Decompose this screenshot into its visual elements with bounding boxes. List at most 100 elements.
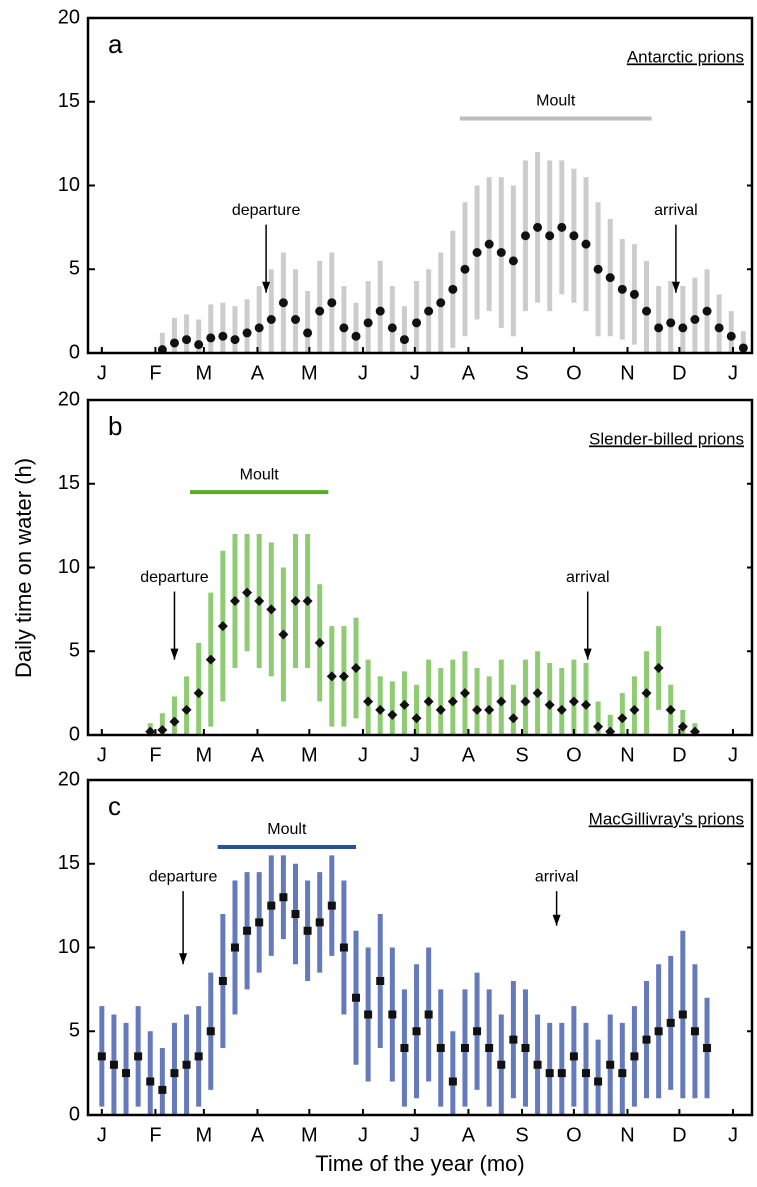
data-point <box>666 318 676 328</box>
x-tick-label: J <box>97 362 107 384</box>
data-point <box>581 239 591 249</box>
y-tick-label: 5 <box>69 640 80 662</box>
data-point <box>146 1077 155 1086</box>
data-point <box>545 1069 554 1078</box>
data-point <box>279 893 288 902</box>
data-point <box>218 977 227 985</box>
data-point <box>545 231 555 241</box>
data-point <box>665 704 676 715</box>
x-tick-label: J <box>97 1124 107 1146</box>
data-point <box>97 1052 106 1061</box>
x-tick-label: N <box>620 362 634 384</box>
data-point <box>158 1085 167 1094</box>
moult-label: Moult <box>536 93 576 110</box>
x-tick-label: J <box>728 1124 738 1146</box>
data-point <box>412 318 422 328</box>
data-point <box>266 315 276 324</box>
data-point <box>242 328 252 338</box>
y-tick-label: 15 <box>58 852 80 874</box>
data-point <box>605 273 615 283</box>
plot-frame <box>86 16 754 355</box>
data-point <box>326 671 337 682</box>
data-point <box>291 315 300 324</box>
data-point <box>314 637 325 648</box>
data-point <box>266 604 277 615</box>
data-point <box>267 901 276 910</box>
x-tick-label: J <box>97 744 107 766</box>
panel-title: MacGillivray's prions <box>589 809 744 828</box>
data-point <box>678 1010 687 1019</box>
data-point <box>388 1010 397 1019</box>
data-point <box>278 629 289 640</box>
data-point <box>594 1077 603 1086</box>
x-tick-label: J <box>410 1124 420 1146</box>
panel-label: c <box>108 791 121 821</box>
data-point <box>582 1069 590 1078</box>
annotation: arrival <box>535 868 579 885</box>
data-point <box>497 1060 506 1069</box>
x-tick-label: M <box>196 744 213 766</box>
data-point <box>230 943 239 952</box>
data-point <box>520 231 530 241</box>
data-point <box>194 340 204 350</box>
y-axis-label: Daily time on water (h) <box>11 458 36 678</box>
panel-title: Antarctic prions <box>627 47 744 66</box>
data-point <box>352 993 361 1002</box>
x-tick-label: J <box>728 744 738 766</box>
data-point <box>726 331 736 341</box>
data-point <box>327 901 336 910</box>
x-tick-label: M <box>301 362 318 384</box>
data-point <box>338 671 349 682</box>
data-point <box>400 1044 409 1052</box>
x-tick-label: S <box>515 1124 528 1146</box>
data-point <box>375 704 386 715</box>
y-tick-label: 20 <box>58 6 80 28</box>
data-point <box>556 704 567 715</box>
data-point <box>485 1044 494 1052</box>
data-point <box>593 264 603 274</box>
data-point <box>629 289 639 299</box>
y-tick-label: 10 <box>58 556 80 578</box>
data-point <box>544 699 555 710</box>
data-point <box>436 1044 445 1052</box>
data-point <box>254 323 264 333</box>
data-point <box>169 338 179 348</box>
data-point <box>351 663 362 673</box>
x-tick-label: N <box>620 744 634 766</box>
data-point <box>375 306 385 316</box>
x-tick-label: J <box>358 362 368 384</box>
x-tick-label: D <box>672 744 686 766</box>
arrow-head <box>262 281 271 293</box>
data-point <box>473 1027 482 1036</box>
y-tick-label: 10 <box>58 936 80 958</box>
data-point <box>508 713 519 724</box>
x-tick-label: A <box>462 1124 476 1146</box>
x-tick-label: O <box>566 362 582 384</box>
x-tick-label: A <box>251 362 265 384</box>
data-point <box>460 1044 469 1052</box>
data-point <box>363 696 374 707</box>
data-point <box>654 1027 663 1036</box>
y-tick-label: 5 <box>69 258 80 280</box>
data-point <box>181 704 192 715</box>
data-point <box>339 943 348 952</box>
data-point <box>484 239 494 249</box>
data-point <box>653 663 664 673</box>
data-point <box>303 328 313 338</box>
moult-label: Moult <box>267 821 307 838</box>
data-point <box>557 1069 566 1078</box>
data-point <box>617 713 628 724</box>
arrow-head <box>671 281 680 293</box>
data-point <box>618 1069 627 1078</box>
data-point <box>315 306 325 316</box>
data-point <box>569 231 579 241</box>
data-point <box>436 298 446 308</box>
x-tick-label: S <box>515 744 528 766</box>
x-tick-label: A <box>462 362 476 384</box>
data-point <box>568 696 579 707</box>
data-point <box>303 926 312 935</box>
x-tick-label: J <box>358 744 368 766</box>
annotation: departure <box>140 569 209 586</box>
data-point <box>387 323 397 333</box>
data-point <box>290 596 301 606</box>
